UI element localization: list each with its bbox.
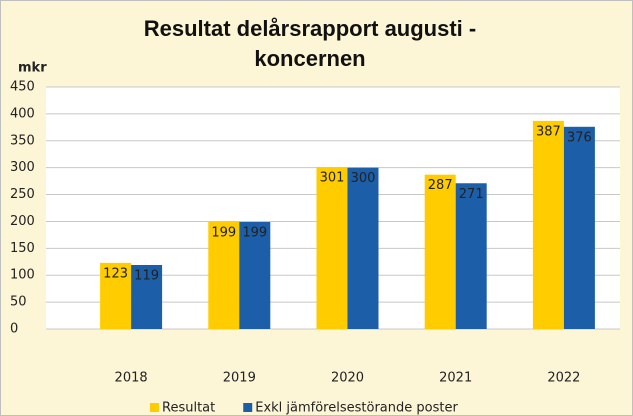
x-tick-label: 2019	[223, 371, 256, 386]
data-label: 387	[536, 124, 561, 139]
y-tick-label: 200	[10, 214, 35, 229]
y-tick-label: 450	[10, 80, 35, 95]
x-tick-label: 2022	[547, 371, 580, 386]
y-tick-label: 0	[10, 322, 18, 337]
legend-label: Exkl jämförelsestörande poster	[255, 401, 458, 416]
bar	[239, 221, 271, 329]
bar	[316, 167, 348, 329]
data-label: 376	[567, 130, 592, 145]
y-tick-label: 400	[10, 106, 35, 121]
data-label: 123	[103, 266, 128, 281]
x-tick-label: 2020	[331, 371, 364, 386]
bar	[208, 221, 240, 329]
data-label: 199	[211, 225, 236, 240]
y-tick-label: 50	[10, 295, 27, 310]
bar	[532, 120, 564, 329]
data-label: 271	[459, 187, 484, 202]
y-tick-label: 150	[10, 241, 35, 256]
bar	[424, 174, 456, 329]
legend-label: Resultat	[162, 401, 215, 416]
legend-swatch	[243, 403, 253, 412]
legend-swatch	[150, 403, 159, 412]
x-tick-label: 2021	[439, 371, 472, 386]
y-tick-label: 100	[10, 268, 35, 283]
bar	[455, 183, 487, 329]
x-tick-label: 2018	[115, 371, 148, 386]
y-tick-label: 300	[10, 160, 35, 175]
bar	[131, 265, 163, 329]
chart-title: Resultat delårsrapport augusti - koncern…	[143, 16, 477, 71]
data-label: 300	[351, 171, 376, 186]
data-label: 199	[242, 225, 267, 240]
data-label: 287	[428, 178, 453, 193]
data-label: 301	[320, 171, 345, 186]
bar	[347, 167, 379, 329]
bar	[100, 262, 132, 329]
bar	[563, 126, 595, 329]
y-tick-label: 350	[10, 133, 35, 148]
data-label: 119	[134, 269, 159, 284]
y-tick-label: 250	[10, 187, 35, 202]
y-axis-label: mkr	[18, 61, 47, 76]
